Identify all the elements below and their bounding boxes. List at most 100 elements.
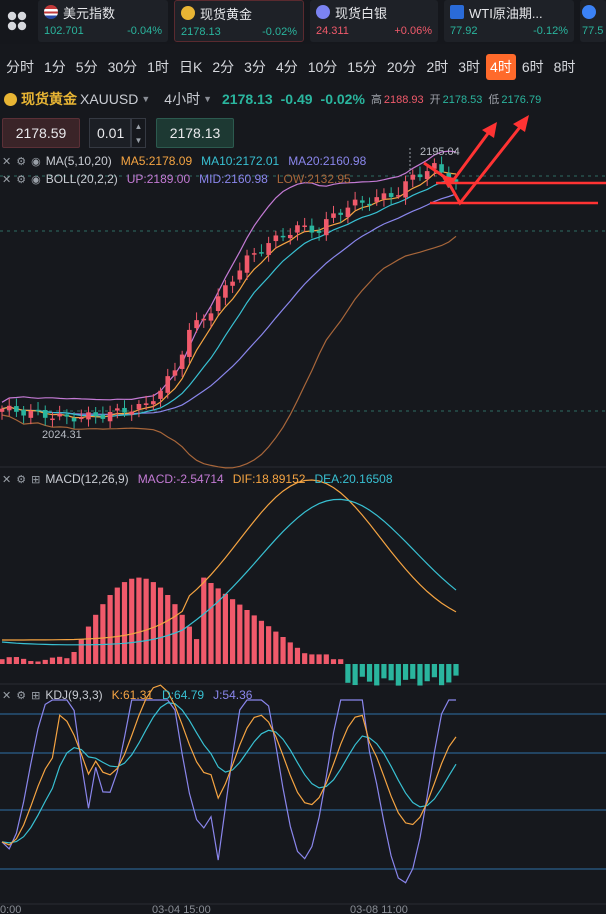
candle-body	[309, 225, 315, 233]
candle-body	[201, 318, 207, 321]
macd-histogram-bar	[6, 657, 12, 664]
ticker-name: 现货黄金	[200, 6, 253, 22]
open-label: 开	[429, 94, 441, 106]
tab-timeframe[interactable]: 4分	[275, 59, 298, 75]
candle-body	[21, 409, 26, 416]
macd-histogram-bar	[338, 659, 344, 664]
candle-body	[100, 414, 106, 419]
tab-timeframe[interactable]: 10分	[307, 59, 338, 75]
macd-histogram-bar	[42, 659, 48, 664]
boll-name: BOLL(20,2,2)	[45, 172, 118, 186]
expand-icon[interactable]: ⊞	[31, 689, 41, 702]
tab-timeframe[interactable]: 3分	[244, 59, 266, 75]
buy-price-button[interactable]: 2178.13	[156, 118, 234, 148]
price-change-percent: -0.02%	[320, 91, 365, 107]
tab-timeframe[interactable]: 2时	[426, 59, 449, 75]
close-icon[interactable]: ✕	[2, 473, 12, 486]
tab-timeframe[interactable]: 3时	[458, 59, 481, 75]
kdj-legend: ✕ ⚙ ⊞ KDJ(9,3,3) K:61.31 D:64.79 J:54.36	[2, 687, 261, 703]
settings-icon[interactable]: ⚙	[16, 155, 27, 168]
close-icon[interactable]: ✕	[2, 155, 12, 168]
kdj-chart[interactable]	[1, 684, 457, 884]
macd-histogram-bar	[280, 637, 286, 664]
boll-upper-band	[1, 150, 457, 403]
candle-body	[251, 253, 257, 255]
tab-timeframe[interactable]: 8时	[553, 59, 576, 75]
quantity-stepper[interactable]: ▲ ▼	[131, 118, 146, 148]
macd-histogram-bar	[28, 661, 34, 664]
tab-timeframe[interactable]: 日K	[178, 59, 203, 75]
high-label: 高	[370, 94, 382, 106]
candle-body	[417, 174, 423, 178]
macd-histogram-bar	[179, 614, 185, 664]
ticker-card-partial[interactable]: 77.5	[580, 0, 606, 42]
tab-timeframe[interactable]: 2分	[212, 59, 235, 75]
low-price: 低 2176.79	[488, 91, 541, 107]
settings-icon[interactable]: ⚙	[16, 473, 27, 486]
candle-body	[86, 412, 91, 420]
ticker-card-spot-silver[interactable]: 现货白银 24.311 +0.06%	[310, 0, 438, 42]
macd-histogram-bar	[323, 654, 329, 664]
macd-chart[interactable]	[0, 479, 459, 686]
candle-body	[71, 417, 77, 422]
chevron-down-icon[interactable]: ▼	[141, 94, 151, 104]
candle-body	[302, 225, 307, 227]
candlestick-chart[interactable]	[0, 148, 459, 469]
macd-histogram-bar	[237, 604, 243, 664]
expand-icon[interactable]: ⊞	[31, 473, 41, 486]
macd-histogram-bar	[136, 577, 142, 664]
tab-timeframe[interactable]: 20分	[386, 59, 417, 75]
ma20-line	[1, 193, 457, 416]
chevron-up-icon[interactable]: ▲	[134, 121, 143, 131]
macd-histogram-bar	[294, 647, 301, 664]
tab-timeframe[interactable]: 15分	[347, 59, 377, 75]
settings-icon[interactable]: ⚙	[16, 689, 27, 702]
bar-chart-icon	[450, 5, 464, 19]
tab-timeframe[interactable]: 6时	[521, 59, 544, 75]
macd-histogram-bar	[309, 654, 315, 664]
sell-price-button[interactable]: 2178.59	[2, 118, 80, 148]
eye-icon[interactable]: ◉	[31, 155, 41, 168]
ma10-line	[1, 178, 457, 418]
tab-timeframe[interactable]: 30分	[107, 59, 138, 75]
candle-body	[244, 255, 250, 273]
macd-histogram-bar	[438, 664, 445, 686]
close-icon[interactable]: ✕	[2, 173, 12, 186]
candle-body	[410, 174, 416, 180]
chart-period-selector[interactable]: 4小时	[164, 91, 201, 107]
ticker-card-spot-gold[interactable]: 现货黄金 2178.13 -0.02%	[174, 0, 304, 42]
instrument-code[interactable]: XAUUSD	[80, 91, 139, 107]
kdj-d-line	[1, 702, 457, 844]
candle-body	[6, 405, 12, 411]
candle-body	[453, 179, 459, 182]
app-logo-icon[interactable]	[2, 5, 32, 37]
ticker-card-usd-index[interactable]: 美元指数 102.701 -0.04%	[38, 0, 168, 42]
tab-timeframe[interactable]: 分时	[6, 59, 34, 75]
macd-histogram-bar	[266, 626, 272, 664]
macd-histogram-bar	[316, 654, 322, 664]
chevron-down-icon[interactable]: ▼	[203, 94, 212, 104]
candle-body	[50, 418, 55, 421]
candle-body	[0, 408, 5, 412]
tab-timeframe[interactable]: 1分	[44, 59, 66, 75]
chart-grid	[0, 175, 606, 905]
ticker-card-wti-oil[interactable]: WTI原油期... 77.92 -0.12%	[444, 0, 574, 42]
candle-body	[165, 376, 171, 393]
settings-icon[interactable]: ⚙	[16, 173, 27, 186]
candle-body	[107, 412, 113, 422]
close-icon[interactable]: ✕	[2, 689, 12, 702]
timeframe-tabs: 分时 1分 5分 30分 1时 日K 2分 3分 4分 10分 15分 20分 2时 3时 4时 6时 8时	[0, 52, 606, 82]
silver-coin-icon	[316, 5, 330, 19]
candle-body	[179, 354, 185, 369]
tab-timeframe[interactable]: 1时	[147, 59, 169, 75]
instrument-name[interactable]: 现货黄金	[21, 91, 77, 107]
macd-histogram-bar	[71, 652, 77, 664]
quantity-input[interactable]: 0.01	[89, 118, 131, 148]
eye-icon[interactable]: ◉	[31, 173, 41, 186]
chevron-down-icon[interactable]: ▼	[134, 135, 143, 145]
tab-timeframe[interactable]: 4时	[486, 54, 516, 80]
bounce-arrow	[423, 127, 494, 185]
tab-timeframe[interactable]: 5分	[75, 59, 98, 75]
macd-histogram-bar	[172, 604, 178, 664]
